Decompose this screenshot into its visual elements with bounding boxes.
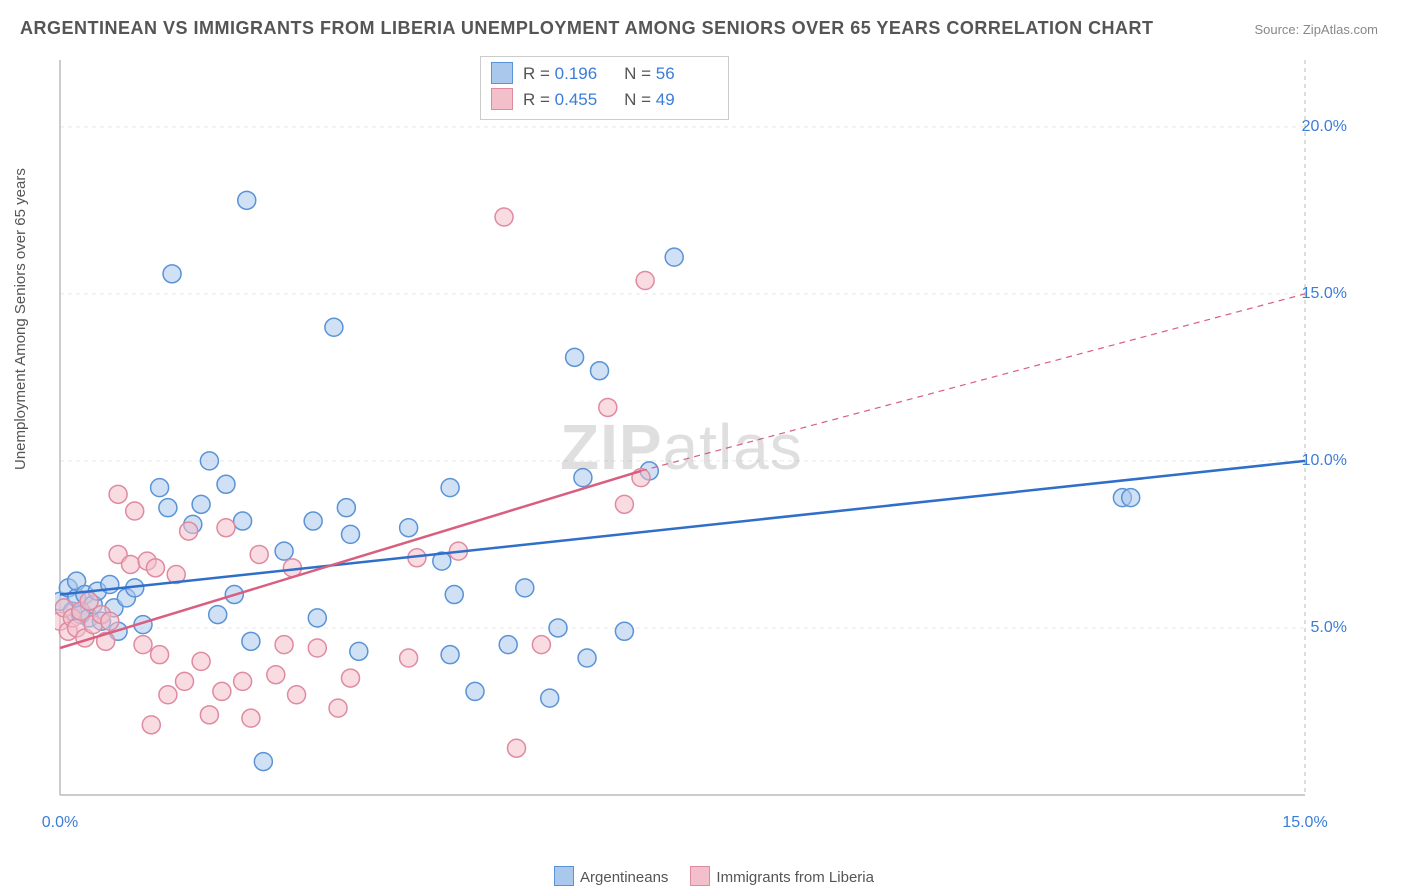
scatter-chart-svg [55, 55, 1365, 840]
legend-swatch-icon [491, 88, 513, 110]
legend-row-liberia: R = 0.455 N = 49 [491, 87, 716, 113]
y-tick-label: 15.0% [1302, 285, 1347, 303]
correlation-legend-box: R = 0.196 N = 56R = 0.455 N = 49 [480, 56, 729, 120]
y-tick-label: 10.0% [1302, 452, 1347, 470]
legend-series-label: Argentineans [580, 869, 668, 886]
legend-r-label: R = [523, 90, 555, 109]
y-tick-label: 5.0% [1311, 619, 1347, 637]
chart-plot-area: 5.0%10.0%15.0%20.0%0.0%15.0% [55, 55, 1365, 840]
y-tick-label: 20.0% [1302, 118, 1347, 136]
legend-swatch-icon [690, 866, 710, 886]
x-tick-label: 15.0% [1282, 814, 1327, 832]
legend-row-argentineans: R = 0.196 N = 56 [491, 61, 716, 87]
legend-n-value: 56 [656, 61, 716, 87]
source-label: Source: ZipAtlas.com [1254, 22, 1378, 37]
x-tick-label: 0.0% [42, 814, 78, 832]
legend-n-label: N = [624, 64, 656, 83]
series-legend: Argentineans Immigrants from Liberia [0, 866, 1406, 886]
legend-r-label: R = [523, 64, 555, 83]
y-axis-label: Unemployment Among Seniors over 65 years [12, 168, 29, 470]
legend-swatch-icon [491, 62, 513, 84]
legend-r-value: 0.196 [555, 61, 615, 87]
legend-n-value: 49 [656, 87, 716, 113]
chart-title: ARGENTINEAN VS IMMIGRANTS FROM LIBERIA U… [20, 18, 1154, 39]
legend-swatch-icon [554, 866, 574, 886]
legend-series-label: Immigrants from Liberia [716, 869, 874, 886]
legend-r-value: 0.455 [555, 87, 615, 113]
legend-n-label: N = [624, 90, 656, 109]
